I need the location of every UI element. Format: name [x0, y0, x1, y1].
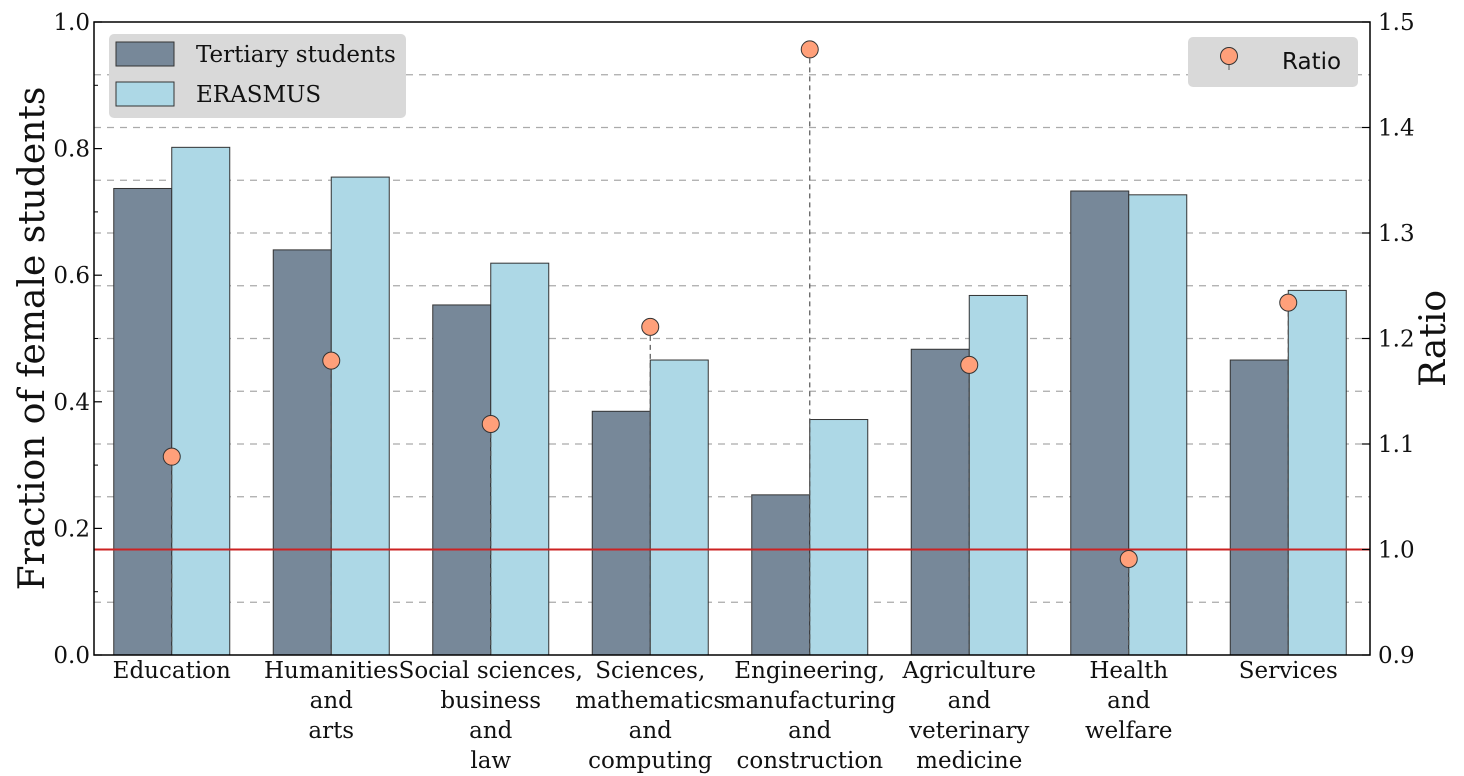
y-tick-label: 0.2 — [53, 516, 90, 542]
y-tick-label: 0.6 — [53, 263, 90, 289]
bar-tertiary — [432, 304, 492, 656]
bar-erasmus — [809, 419, 869, 656]
bar-erasmus — [649, 359, 709, 656]
bar-tertiary — [910, 348, 970, 656]
legend-right: Ratio — [1188, 37, 1358, 87]
legend-label: Tertiary students — [196, 42, 396, 68]
ratio-point — [322, 351, 341, 370]
bar-erasmus — [968, 294, 1028, 656]
category-label: welfare — [1085, 718, 1173, 744]
category-label: mathematics — [575, 688, 725, 714]
y-tick-label: 0.8 — [53, 137, 90, 163]
category-label: and — [629, 718, 673, 744]
legend-label: Ratio — [1282, 49, 1341, 75]
y-right-tick-label: 1.3 — [1378, 221, 1415, 247]
category-label: manufacturing — [724, 688, 896, 714]
y-tick-label: 1.0 — [53, 10, 90, 36]
ratio-points — [162, 40, 1298, 568]
legend-label: ERASMUS — [196, 82, 321, 108]
y-right-tick-label: 1.4 — [1378, 116, 1415, 142]
legend-swatch — [115, 41, 175, 67]
ratio-point — [481, 414, 500, 433]
category-labels: Education Humanities and arts Social science… — [113, 658, 1338, 774]
ratio-stems — [171, 49, 1289, 655]
category-label: Health — [1089, 658, 1168, 684]
category-label: Social sciences, — [399, 658, 583, 684]
y-right-tick-label: 0.9 — [1378, 643, 1415, 669]
category-label: Sciences, — [595, 658, 705, 684]
legend-left: Tertiary students ERASMUS — [109, 34, 406, 118]
right-axis-ticks: 0.9 1.0 1.1 1.2 1.3 1.4 1.5 — [1362, 10, 1415, 669]
category-label: and — [788, 718, 832, 744]
bars — [113, 146, 1347, 656]
y-tick-label: 0.4 — [53, 390, 90, 416]
y-axis-label-right: Ratio — [1413, 290, 1454, 387]
ratio-point — [800, 40, 819, 59]
category-label: Education — [113, 658, 231, 684]
category-label: and — [469, 718, 513, 744]
y-axis-label: Fraction of female students — [12, 87, 53, 591]
legend-box — [109, 34, 406, 118]
legend-marker — [1220, 47, 1238, 65]
legend-swatch — [115, 81, 175, 107]
bar-erasmus — [1287, 289, 1347, 656]
category-label: Agriculture — [902, 658, 1036, 684]
category-label: and — [310, 688, 354, 714]
bar-tertiary — [1229, 359, 1289, 656]
bar-erasmus — [330, 176, 390, 656]
category-label: law — [470, 748, 511, 774]
bar-tertiary — [272, 249, 332, 656]
bar-erasmus — [171, 146, 231, 656]
category-label: computing — [588, 748, 712, 774]
bar-tertiary — [751, 494, 811, 656]
y-right-tick-label: 1.2 — [1378, 327, 1415, 353]
y-right-tick-label: 1.1 — [1378, 432, 1415, 458]
y-tick-label: 0.0 — [53, 643, 90, 669]
ratio-point — [1119, 549, 1138, 568]
left-axis-ticks: 0.0 0.2 0.4 0.6 0.8 1.0 — [53, 10, 102, 669]
category-label: and — [948, 688, 992, 714]
category-label: medicine — [916, 748, 1022, 774]
bar-tertiary — [591, 410, 651, 656]
category-label: veterinary — [908, 718, 1029, 744]
bar-erasmus — [1128, 194, 1188, 656]
bar-tertiary — [113, 187, 173, 656]
y-right-tick-label: 1.0 — [1378, 538, 1415, 564]
category-label: arts — [308, 718, 354, 744]
category-label: and — [1107, 688, 1151, 714]
bar-erasmus — [490, 262, 550, 656]
category-label: Engineering, — [734, 658, 885, 684]
ratio-point — [960, 355, 979, 374]
y-right-tick-label: 1.5 — [1378, 10, 1415, 36]
category-label: business — [440, 688, 541, 714]
ratio-point — [1279, 293, 1298, 312]
category-label: Humanities — [264, 658, 399, 684]
ratio-point — [641, 317, 660, 336]
category-label: construction — [736, 748, 883, 774]
category-label: Services — [1239, 658, 1338, 684]
bar-tertiary — [1070, 190, 1130, 656]
ratio-point — [162, 447, 181, 466]
